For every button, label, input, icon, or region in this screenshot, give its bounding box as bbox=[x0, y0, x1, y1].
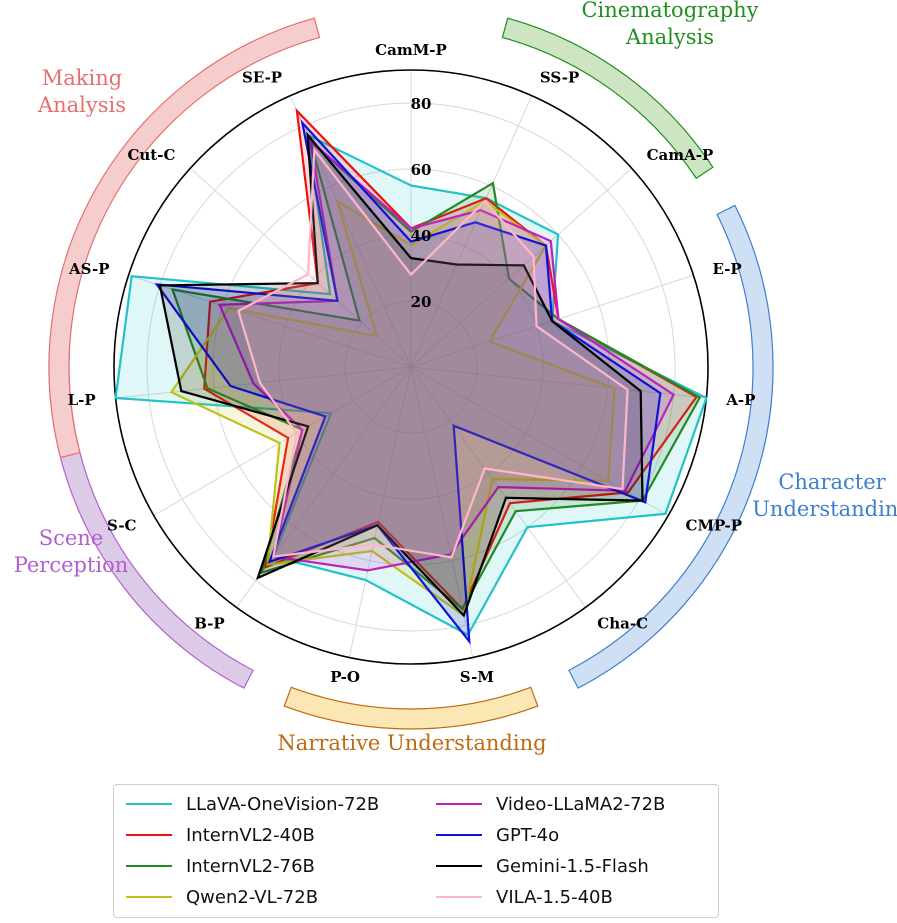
axis-label-b-p: B-P bbox=[194, 615, 224, 633]
group-band-making-analysis bbox=[48, 17, 321, 459]
legend-label: InternVL2-40B bbox=[186, 824, 315, 846]
series-vila-1-5-40b bbox=[237, 146, 629, 559]
axis-label-cha-c: Cha-C bbox=[597, 615, 648, 633]
legend-swatch bbox=[436, 834, 482, 836]
group-label-narrative-understanding: Narrative Understanding bbox=[277, 731, 546, 755]
legend-swatch bbox=[436, 803, 482, 805]
legend-label: GPT-4o bbox=[496, 824, 560, 846]
radial-tick-labels: 20 40 60 80 bbox=[411, 95, 432, 311]
group-label-scene-perception: Scene Perception bbox=[14, 526, 129, 577]
axis-label-ss-p: SS-P bbox=[540, 68, 579, 86]
spoke-a-p bbox=[410, 366, 707, 399]
axis-label-cut-c: Cut-C bbox=[127, 146, 175, 164]
group-band-cinematography-analysis bbox=[501, 17, 714, 180]
spoke-cama-p bbox=[410, 167, 633, 368]
series-internvl2-76b bbox=[170, 137, 702, 611]
legend-swatch bbox=[436, 865, 482, 867]
axis-label-se-p: SE-P bbox=[242, 68, 282, 86]
radar-chart: 20 40 60 80 CamM-P SS-P CamA-P E-P A-P CMP-P Cha-… bbox=[14, 0, 897, 755]
outer-circle bbox=[113, 69, 709, 665]
legend-swatch bbox=[126, 865, 172, 867]
group-bands bbox=[48, 17, 774, 730]
legend-item-vila-1-5-40b: VILA-1.5-40B bbox=[436, 882, 613, 912]
legend-item-internvl2-40b: InternVL2-40B bbox=[126, 820, 315, 850]
spoke-cut-c bbox=[189, 167, 412, 368]
legend-item-gpt-4o: GPT-4o bbox=[436, 820, 559, 850]
axis-label-e-p: E-P bbox=[713, 260, 742, 278]
radar-series bbox=[114, 107, 708, 645]
series-video-llama2-72b bbox=[217, 138, 676, 572]
legend-swatch bbox=[126, 896, 172, 898]
axis-label-as-p: AS-P bbox=[68, 260, 110, 278]
group-band-narrative-understanding bbox=[283, 686, 539, 730]
group-label-making-analysis: Making Analysis bbox=[37, 66, 126, 117]
series-gpt-4o bbox=[154, 119, 662, 645]
group-label-character-understanding: Character Understanding bbox=[752, 470, 897, 521]
axis-label-a-p: A-P bbox=[725, 391, 755, 409]
axis-label-s-c: S-C bbox=[107, 517, 137, 535]
legend-swatch bbox=[126, 834, 172, 836]
group-labels: Cinematography Analysis Character Understan… bbox=[14, 0, 897, 755]
legend-item-gemini-1-5-flash: Gemini-1.5-Flash bbox=[436, 851, 649, 881]
legend-item-qwen2-vl-72b: Qwen2-VL-72B bbox=[126, 882, 318, 912]
legend-item-internvl2-76b: InternVL2-76B bbox=[126, 851, 315, 881]
legend-label: VILA-1.5-40B bbox=[496, 886, 613, 908]
legend-swatch bbox=[126, 803, 172, 805]
tick-label-80: 80 bbox=[411, 95, 432, 113]
spoke-l-p bbox=[115, 366, 412, 399]
chart-legend: LLaVA-OneVision-72B InternVL2-40B InternVL… bbox=[113, 784, 719, 918]
spoke-ss-p bbox=[410, 95, 533, 368]
axis-label-camm-p: CamM-P bbox=[375, 41, 447, 59]
legend-item-video-llama2-72b: Video-LLaMA2-72B bbox=[436, 789, 665, 819]
legend-label: InternVL2-76B bbox=[186, 855, 315, 877]
spoke-p-o bbox=[348, 366, 412, 658]
series-gemini-1-5-flash bbox=[158, 131, 644, 618]
axis-label-l-p: L-P bbox=[68, 391, 96, 409]
axis-label-cmp-p: CMP-P bbox=[686, 517, 743, 535]
axis-label-s-m: S-M bbox=[460, 668, 494, 686]
legend-label: Video-LLaMA2-72B bbox=[496, 793, 666, 815]
legend-label: Qwen2-VL-72B bbox=[186, 886, 319, 908]
legend-swatch bbox=[436, 896, 482, 898]
legend-label: LLaVA-OneVision-72B bbox=[186, 793, 380, 815]
axis-label-p-o: P-O bbox=[330, 668, 360, 686]
axis-labels: CamM-P SS-P CamA-P E-P A-P CMP-P Cha-C S-M P-O B-… bbox=[68, 41, 756, 686]
legend-item-llava-onevision-72b: LLaVA-OneVision-72B bbox=[126, 789, 379, 819]
tick-label-40: 40 bbox=[411, 227, 432, 245]
legend-label: Gemini-1.5-Flash bbox=[496, 855, 649, 877]
tick-label-60: 60 bbox=[411, 161, 432, 179]
spoke-s-c bbox=[153, 366, 412, 516]
group-label-cinematography-analysis: Cinematography Analysis bbox=[581, 0, 758, 49]
tick-label-20: 20 bbox=[411, 293, 432, 311]
axis-label-cama-p: CamA-P bbox=[647, 146, 714, 164]
group-band-character-understanding bbox=[568, 204, 774, 689]
